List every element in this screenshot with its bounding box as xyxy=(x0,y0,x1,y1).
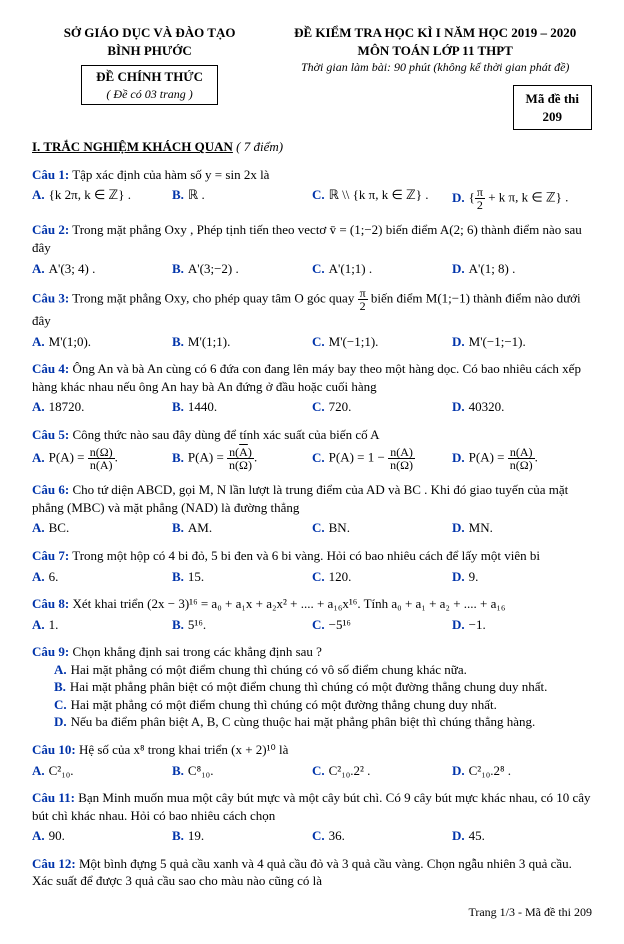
section-header: I. TRẮC NGHIỆM KHÁCH QUAN ( 7 điểm) xyxy=(32,138,592,156)
q7-text: Trong một hộp có 4 bi đỏ, 5 bi đen và 6 … xyxy=(69,548,540,563)
exam-code-box: Mã đề thi 209 xyxy=(513,85,592,130)
exam-title: ĐỀ KIỂM TRA HỌC KÌ I NĂM HỌC 2019 – 2020 xyxy=(278,24,592,42)
q3-choice-a: A.M'(1;0). xyxy=(32,333,172,351)
q10-choice-c: C.C²₁₀.2² . xyxy=(312,762,452,780)
official-line1: ĐỀ CHÍNH THỨC xyxy=(96,68,203,86)
q9-stmt-a: A.Hai mặt phẳng có một điểm chung thì ch… xyxy=(54,661,592,679)
q5-choice-c: C.P(A) = 1 − n(A)n(Ω) xyxy=(312,446,452,471)
official-line2: ( Đề có 03 trang ) xyxy=(96,86,203,102)
q6-label: Câu 6: xyxy=(32,482,69,497)
q3-choice-d: D.M'(−1;−1). xyxy=(452,333,592,351)
q5-choice-a: A.P(A) = n(Ω)n(A). xyxy=(32,446,172,471)
question-1: Câu 1: Tập xác định của hàm số y = sin 2… xyxy=(32,166,592,212)
code-label: Mã đề thi xyxy=(526,90,579,108)
official-box: ĐỀ CHÍNH THỨC ( Đề có 03 trang ) xyxy=(81,65,218,105)
q11-choice-a: A.90. xyxy=(32,827,172,845)
q10-choice-d: D.C²₁₀.2⁸ . xyxy=(452,762,592,780)
q4-choice-c: C.720. xyxy=(312,398,452,416)
q2-label: Câu 2: xyxy=(32,222,69,237)
q4-text: Ông An và bà An cùng có 6 đứa con đang l… xyxy=(32,361,581,394)
question-8: Câu 8: Xét khai triển (2x − 3)¹⁶ = a₀ + … xyxy=(32,595,592,633)
code-value: 209 xyxy=(526,108,579,126)
duration: Thời gian làm bài: 90 phút (không kể thờ… xyxy=(278,59,592,75)
q5-text: Công thức nào sau đây dùng để tính xác s… xyxy=(69,427,379,442)
page-footer: Trang 1/3 - Mã đề thi 209 xyxy=(32,904,592,920)
header: SỞ GIÁO DỤC VÀ ĐÀO TẠO BÌNH PHƯỚC ĐỀ CHÍ… xyxy=(32,24,592,130)
question-7: Câu 7: Trong một hộp có 4 bi đỏ, 5 bi đe… xyxy=(32,547,592,585)
question-10: Câu 10: Hệ số của x⁸ trong khai triển (x… xyxy=(32,741,592,779)
q11-label: Câu 11: xyxy=(32,790,75,805)
q5-choice-d: D.P(A) = n(A)n(Ω). xyxy=(452,446,592,471)
q10-label: Câu 10: xyxy=(32,742,76,757)
q5-choice-b: B.P(A) = n(A)n(Ω). xyxy=(172,446,312,471)
q5-label: Câu 5: xyxy=(32,427,69,442)
q9-text: Chọn khẳng định sai trong các khẳng định… xyxy=(69,644,322,659)
question-6: Câu 6: Cho tứ diện ABCD, gọi M, N lần lư… xyxy=(32,481,592,537)
subject: MÔN TOÁN LỚP 11 THPT xyxy=(278,42,592,60)
q8-choice-b: B.5¹⁶. xyxy=(172,616,312,634)
q4-choice-d: D.40320. xyxy=(452,398,592,416)
question-11: Câu 11: Bạn Minh muốn mua một cây bút mự… xyxy=(32,789,592,845)
q8-label: Câu 8: xyxy=(32,596,69,611)
q1-label: Câu 1: xyxy=(32,167,69,182)
q7-choice-c: C.120. xyxy=(312,568,452,586)
q8-choice-a: A.1. xyxy=(32,616,172,634)
q3-label: Câu 3: xyxy=(32,291,69,306)
q10-choice-b: B.C⁸₁₀. xyxy=(172,762,312,780)
section-title: I. TRẮC NGHIỆM KHÁCH QUAN xyxy=(32,139,233,154)
q6-choice-b: B.AM. xyxy=(172,519,312,537)
question-5: Câu 5: Công thức nào sau đây dùng để tín… xyxy=(32,426,592,472)
q2-choice-b: B.A'(3;−2) . xyxy=(172,260,312,278)
question-3: Câu 3: Trong mặt phẳng Oxy, cho phép qua… xyxy=(32,287,592,350)
header-right: ĐỀ KIỂM TRA HỌC KÌ I NĂM HỌC 2019 – 2020… xyxy=(278,24,592,130)
q6-text: Cho tứ diện ABCD, gọi M, N lần lượt là t… xyxy=(32,482,568,515)
q12-text: Một bình đựng 5 quả cầu xanh và 4 quả cầ… xyxy=(32,856,572,889)
q3-choice-b: B.M'(1;1). xyxy=(172,333,312,351)
q1-text: Tập xác định của hàm số y = sin 2x là xyxy=(69,167,269,182)
section-points: ( 7 điểm) xyxy=(233,139,283,154)
q1-choice-b: B.ℝ . xyxy=(172,186,312,211)
province: BÌNH PHƯỚC xyxy=(32,42,267,60)
q2-choice-a: A.A'(3; 4) . xyxy=(32,260,172,278)
q9-stmt-b: B.Hai mặt phẳng phân biệt có một điểm ch… xyxy=(54,678,592,696)
q3-text-pre: Trong mặt phẳng Oxy, cho phép quay tâm O… xyxy=(69,291,357,306)
q4-label: Câu 4: xyxy=(32,361,69,376)
q8-choice-c: C.−5¹⁶ xyxy=(312,616,452,634)
q7-choice-a: A.6. xyxy=(32,568,172,586)
q8-choice-d: D.−1. xyxy=(452,616,592,634)
q2-choice-c: C.A'(1;1) . xyxy=(312,260,452,278)
q2-text-pre: Trong mặt phẳng Oxy , Phép tịnh tiến the… xyxy=(69,222,329,237)
q1-choice-a: A.{k 2π, k ∈ ℤ} . xyxy=(32,186,172,211)
question-4: Câu 4: Ông An và bà An cùng có 6 đứa con… xyxy=(32,360,592,416)
q6-choice-c: C.BN. xyxy=(312,519,452,537)
question-12: Câu 12: Một bình đựng 5 quả cầu xanh và … xyxy=(32,855,592,890)
q3-choice-c: C.M'(−1;1). xyxy=(312,333,452,351)
q10-choice-a: A.C²₁₀. xyxy=(32,762,172,780)
q11-choice-d: D.45. xyxy=(452,827,592,845)
q8-text: Xét khai triển (2x − 3)¹⁶ = a₀ + a₁x + a… xyxy=(69,596,505,611)
q12-label: Câu 12: xyxy=(32,856,76,871)
question-2: Câu 2: Trong mặt phẳng Oxy , Phép tịnh t… xyxy=(32,221,592,277)
q7-label: Câu 7: xyxy=(32,548,69,563)
q10-text: Hệ số của x⁸ trong khai triển (x + 2)¹⁰ … xyxy=(76,742,289,757)
department: SỞ GIÁO DỤC VÀ ĐÀO TẠO xyxy=(32,24,267,42)
q7-choice-d: D.9. xyxy=(452,568,592,586)
q11-choice-c: C.36. xyxy=(312,827,452,845)
q7-choice-b: B.15. xyxy=(172,568,312,586)
question-9: Câu 9: Chọn khẳng định sai trong các khẳ… xyxy=(32,643,592,731)
q4-choice-a: A.18720. xyxy=(32,398,172,416)
q2-choice-d: D.A'(1; 8) . xyxy=(452,260,592,278)
q9-label: Câu 9: xyxy=(32,644,69,659)
q9-stmt-d: D.Nếu ba điểm phân biệt A, B, C cùng thu… xyxy=(54,713,592,731)
q6-choice-a: A.BC. xyxy=(32,519,172,537)
q11-choice-b: B.19. xyxy=(172,827,312,845)
q4-choice-b: B.1440. xyxy=(172,398,312,416)
q11-text: Bạn Minh muốn mua một cây bút mực và một… xyxy=(32,790,591,823)
q6-choice-d: D.MN. xyxy=(452,519,592,537)
q1-choice-d: D.{π2 + k π, k ∈ ℤ} . xyxy=(452,186,592,211)
q9-stmt-c: C.Hai mặt phẳng có một điểm chung thì ch… xyxy=(54,696,592,714)
q1-choice-c: C.ℝ \\ {k π, k ∈ ℤ} . xyxy=(312,186,452,211)
header-left: SỞ GIÁO DỤC VÀ ĐÀO TẠO BÌNH PHƯỚC ĐỀ CHÍ… xyxy=(32,24,267,130)
